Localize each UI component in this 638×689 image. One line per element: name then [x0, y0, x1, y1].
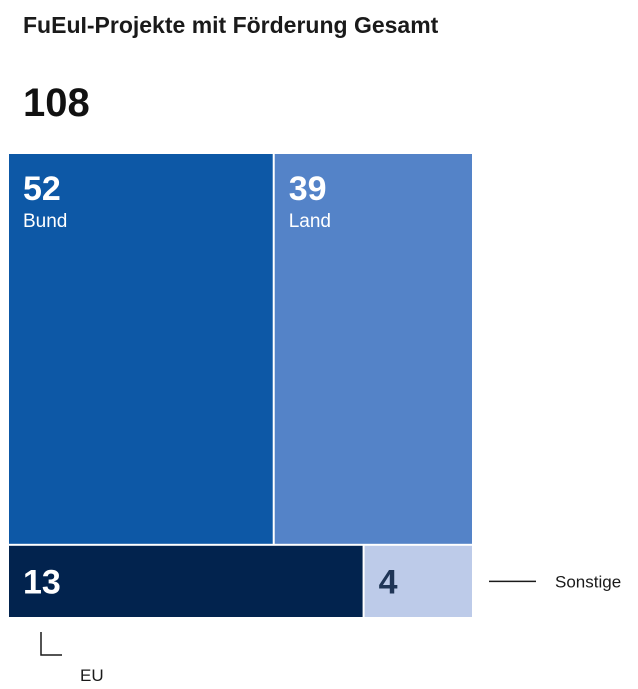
external-label-eu: EU — [80, 666, 104, 685]
tile-value-sonstige: 4 — [379, 563, 398, 601]
external-label-sonstige: Sonstige — [555, 572, 621, 591]
tile-eu — [9, 545, 363, 617]
chart-title: FuEuI-Projekte mit Förderung Gesamt — [23, 12, 439, 38]
tile-bund — [9, 154, 273, 544]
tile-land — [274, 154, 472, 544]
tile-value-bund: 52 — [23, 170, 61, 208]
total-value: 108 — [23, 81, 90, 125]
tile-sonstige — [364, 545, 472, 617]
tile-value-land: 39 — [289, 170, 327, 208]
tile-value-eu: 13 — [23, 563, 61, 601]
tile-label-land: Land — [289, 211, 331, 232]
treemap-layer: 52 Bund 39 Land 13 4 EU Sonstige — [9, 154, 621, 685]
tile-label-bund: Bund — [23, 211, 67, 232]
leader-line-eu — [40, 632, 62, 656]
